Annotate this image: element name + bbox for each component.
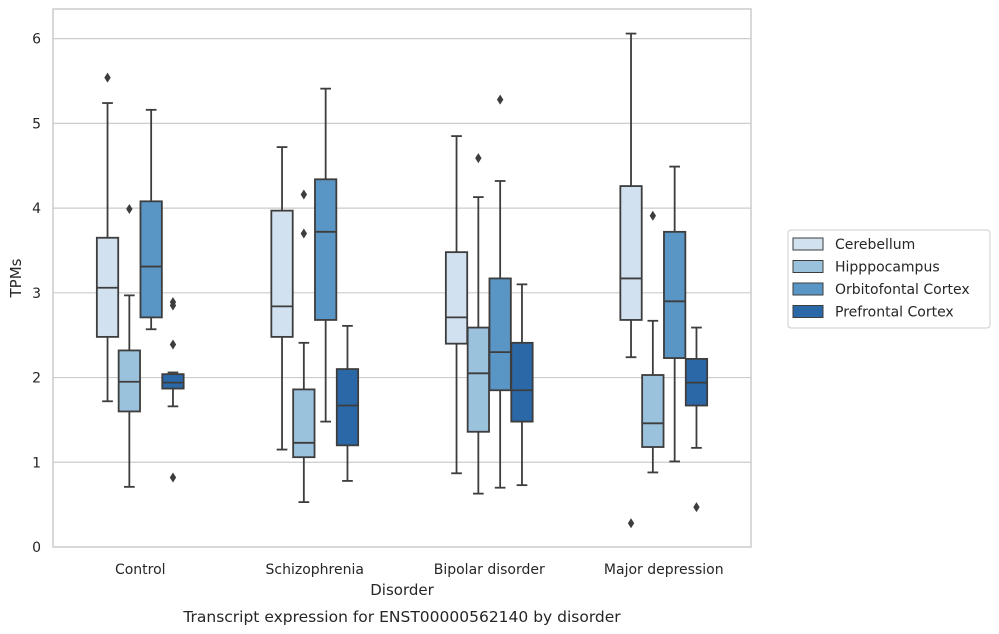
box-iqr [663,230,687,359]
box [444,135,469,475]
box [684,326,709,513]
chart-caption: Transcript expression for ENST0000056214… [182,608,621,626]
box-iqr [619,185,643,321]
box-iqr [641,374,665,448]
box [510,283,534,487]
outlier-point [300,228,308,239]
box [95,72,120,403]
y-tick-label: 2 [32,371,41,387]
y-tick-label: 4 [32,201,41,217]
x-tick-label: Schizophrenia [266,562,364,578]
y-tick-label: 3 [32,286,41,302]
box [488,94,512,489]
outlier-point [300,189,308,200]
box [314,87,338,423]
x-tick-label: Control [115,562,166,578]
legend: Cerebellum Hipppocampus Orbitofontal Corte… [787,229,991,329]
x-axis-label: Disorder [370,581,434,599]
outlier-point [496,94,504,105]
x-tick-label: Major depression [604,562,724,578]
box-iqr [314,178,338,321]
legend-label: Orbitofontal Cortex [835,282,970,298]
box [466,153,490,495]
legend-label: Prefrontal Cortex [835,305,954,321]
box-iqr [466,326,490,433]
y-axis-label: TPMs [7,258,25,298]
box [663,165,687,463]
box [117,203,141,488]
outlier-point [104,72,111,83]
box [292,189,316,503]
box-iqr [510,341,534,423]
box [641,210,665,474]
legend-swatch [792,282,824,296]
legend-swatch [792,260,824,273]
outlier-point [169,300,177,311]
box-iqr [488,277,512,392]
legend-frame [787,229,991,329]
x-axis-ticks: Control Schizophrenia Bipolar disorder Majo… [115,562,724,578]
box-iqr [292,388,316,459]
box-iqr [335,368,360,447]
box [619,32,643,529]
legend-swatch [792,305,824,318]
box-series [95,32,709,529]
outlier-point [693,502,700,513]
box-iqr [444,251,469,345]
box [161,297,185,483]
outlier-point [169,339,177,350]
box [139,108,163,331]
box [335,324,360,482]
y-tick-label: 6 [32,32,41,48]
box-iqr [139,200,163,319]
y-axis-ticks: 0 1 2 3 4 5 6 [32,32,41,556]
x-tick-label: Bipolar disorder [434,562,545,578]
box-iqr [270,209,294,338]
legend-label: Hipppocampus [835,260,940,276]
legend-swatch [792,237,824,251]
y-tick-label: 1 [32,455,41,471]
y-tick-label: 0 [32,540,41,556]
legend-label: Cerebellum [835,237,915,253]
outlier-point [169,472,177,483]
box-iqr [161,373,185,390]
outlier-point [126,203,133,214]
outlier-point [627,518,635,529]
y-tick-label: 5 [32,116,41,132]
box [270,146,294,451]
plot-area-frame [52,8,752,548]
outlier-point [475,153,482,164]
outlier-point [649,210,657,221]
